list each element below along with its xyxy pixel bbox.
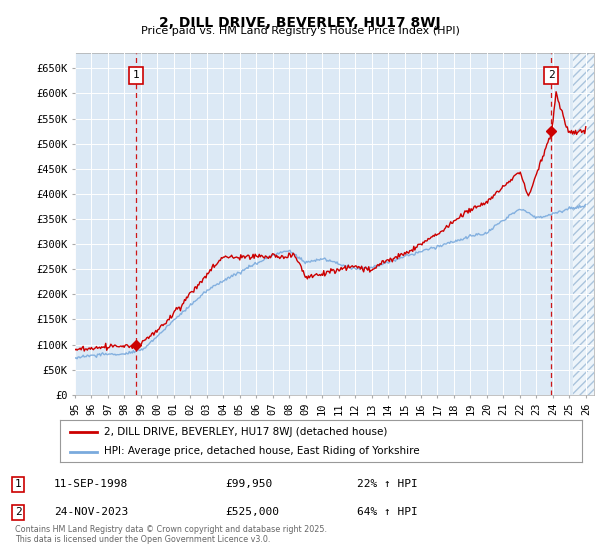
Text: Contains HM Land Registry data © Crown copyright and database right 2025.
This d: Contains HM Land Registry data © Crown c…	[15, 525, 327, 544]
Text: 1: 1	[14, 479, 22, 489]
Text: HPI: Average price, detached house, East Riding of Yorkshire: HPI: Average price, detached house, East…	[104, 446, 420, 456]
Text: £99,950: £99,950	[225, 479, 272, 489]
Text: 2, DILL DRIVE, BEVERLEY, HU17 8WJ (detached house): 2, DILL DRIVE, BEVERLEY, HU17 8WJ (detac…	[104, 427, 388, 437]
Text: 2: 2	[14, 507, 22, 517]
Text: Price paid vs. HM Land Registry's House Price Index (HPI): Price paid vs. HM Land Registry's House …	[140, 26, 460, 36]
Text: 11-SEP-1998: 11-SEP-1998	[54, 479, 128, 489]
Bar	[574, 53, 594, 395]
Text: 64% ↑ HPI: 64% ↑ HPI	[357, 507, 418, 517]
Text: 1: 1	[133, 71, 139, 81]
Text: £525,000: £525,000	[225, 507, 279, 517]
Text: 22% ↑ HPI: 22% ↑ HPI	[357, 479, 418, 489]
Text: 2: 2	[548, 71, 554, 81]
Text: 2, DILL DRIVE, BEVERLEY, HU17 8WJ: 2, DILL DRIVE, BEVERLEY, HU17 8WJ	[159, 16, 441, 30]
Bar	[574, 53, 594, 395]
Text: 24-NOV-2023: 24-NOV-2023	[54, 507, 128, 517]
